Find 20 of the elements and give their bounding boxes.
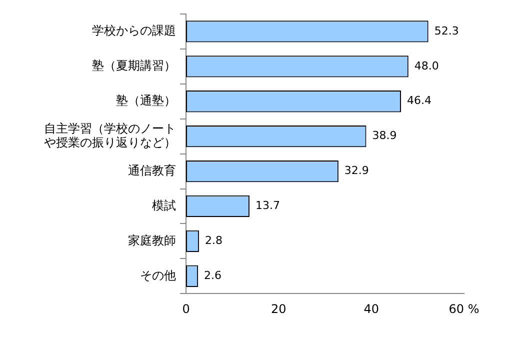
x-tick-label: 0 [182, 302, 190, 316]
y-tick-label: 自主学習（学校のノートや授業の振り返りなど） [44, 121, 176, 150]
data-label: 13.7 [255, 199, 280, 212]
data-label: 32.9 [344, 164, 369, 178]
x-tick-label: 20 [271, 302, 286, 316]
y-tick-label: 模試 [152, 198, 176, 212]
x-tick-label: 60 % [448, 302, 480, 316]
y-tick-label: 家庭教師 [128, 233, 176, 248]
data-label: 2.6 [204, 268, 222, 282]
data-label: 38.9 [372, 129, 397, 142]
y-tick-label: 塾（夏期講習） [92, 58, 176, 73]
y-tick-label: その他 [140, 268, 176, 282]
data-label: 52.3 [434, 24, 459, 38]
data-label: 2.8 [204, 234, 222, 248]
x-tick-label: 40 [364, 302, 379, 316]
data-label: 46.4 [406, 94, 432, 108]
data-label: 48.0 [414, 59, 439, 72]
y-tick-label: 学校からの課題 [92, 24, 176, 38]
y-tick-label: 通信教育 [128, 163, 176, 178]
y-tick-label: 塾（通塾） [116, 94, 176, 108]
